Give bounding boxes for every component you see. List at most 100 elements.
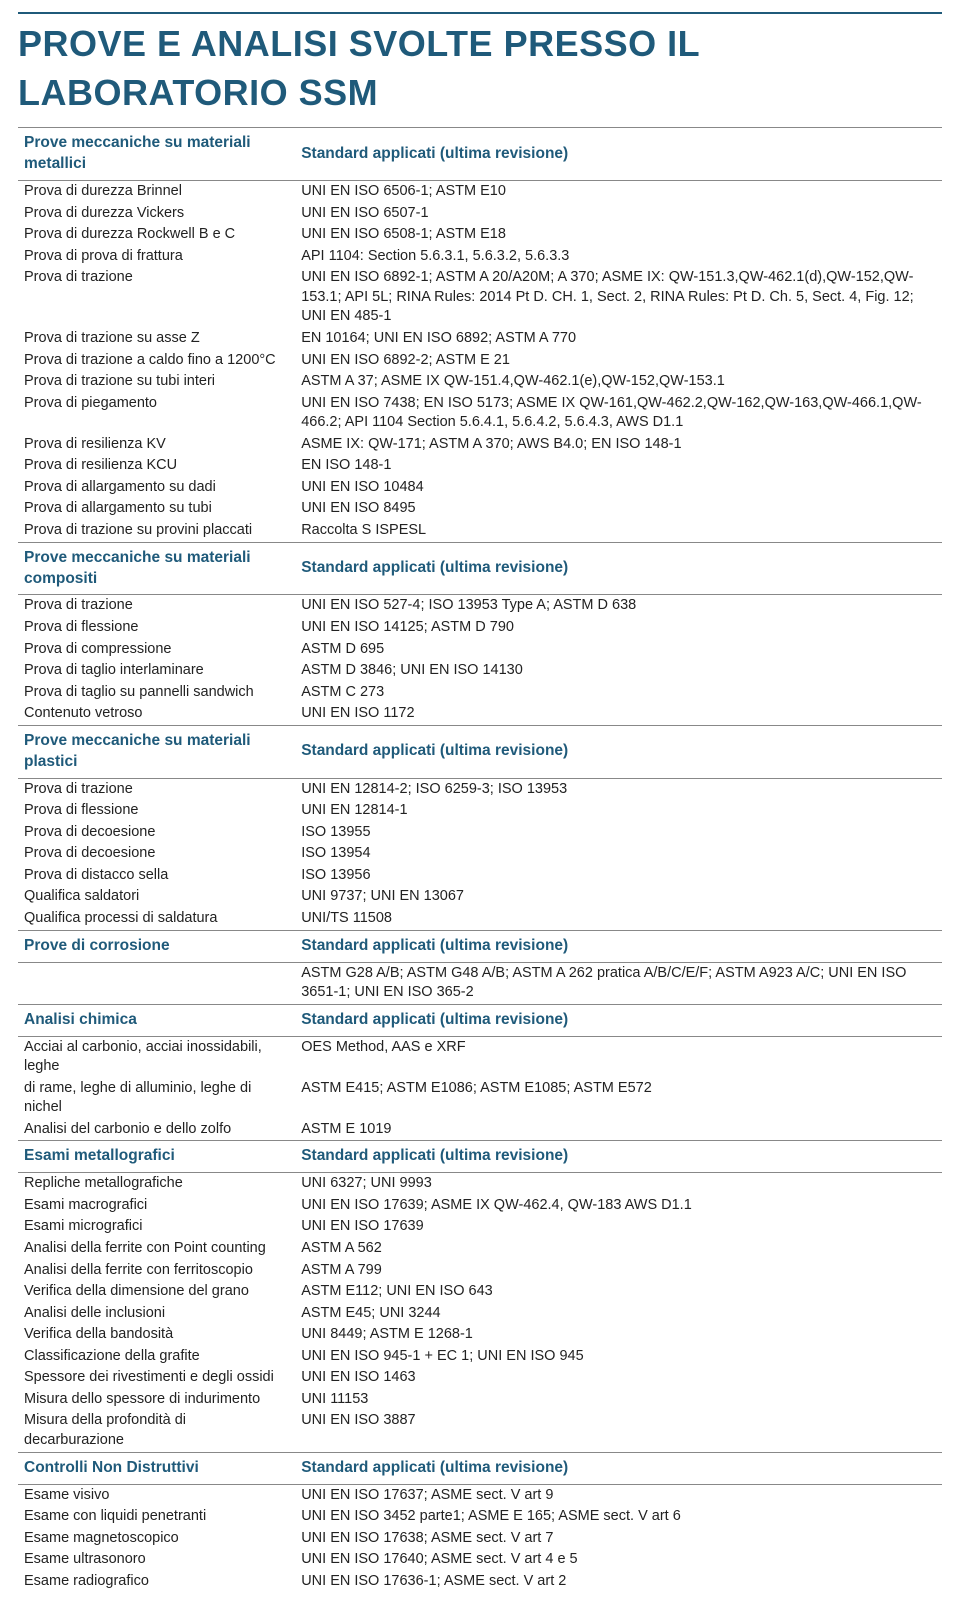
page-title: PROVE E ANALISI SVOLTE PRESSO IL LABORAT… [18,20,942,117]
section-header: Analisi chimicaStandard applicati (ultim… [18,1004,942,1036]
test-name: Esami macrografici [18,1195,295,1217]
section-title-right: Standard applicati (ultima revisione) [295,1141,942,1173]
table-row: Repliche metallograficheUNI 6327; UNI 99… [18,1173,942,1195]
table-row: Acciai al carbonio, acciai inossidabili,… [18,1036,942,1078]
standard-value: UNI EN ISO 945-1 + EC 1; UNI EN ISO 945 [295,1346,942,1368]
standard-value: UNI 9737; UNI EN 13067 [295,886,942,908]
section-title-left: Prove meccaniche su materiali plastici [18,725,295,778]
standard-value: ISO 13954 [295,843,942,865]
test-name: Prova di trazione [18,778,295,800]
table-row: Prova di taglio interlaminareASTM D 3846… [18,660,942,682]
standard-value: UNI EN ISO 14125; ASTM D 790 [295,617,942,639]
test-name: Prova di trazione [18,595,295,617]
top-rule [18,12,942,14]
standard-value: UNI EN ISO 17639; ASME IX QW-462.4, QW-1… [295,1195,942,1217]
test-name: Misura della profondità di decarburazion… [18,1410,295,1452]
test-name: Prova di trazione a caldo fino a 1200°C [18,350,295,372]
test-name: Prova di trazione su provini placcati [18,520,295,542]
table-row: Classificazione della grafiteUNI EN ISO … [18,1346,942,1368]
standard-value: ISO 13956 [295,865,942,887]
table-row: Analisi della ferrite con Point counting… [18,1238,942,1260]
table-row: Verifica della dimensione del granoASTM … [18,1281,942,1303]
table-row: Esame visivoUNI EN ISO 17637; ASME sect.… [18,1484,942,1506]
standard-value: UNI EN ISO 1172 [295,703,942,725]
table-row: Prova di trazione su tubi interiASTM A 3… [18,371,942,393]
table-row: di rame, leghe di alluminio, leghe di ni… [18,1078,942,1119]
test-name: Prova di resilienza KV [18,434,295,456]
standard-value: UNI 6327; UNI 9993 [295,1173,942,1195]
table-row: Prova di resilienza KCUEN ISO 148-1 [18,455,942,477]
table-row: Prova di trazioneUNI EN ISO 527-4; ISO 1… [18,595,942,617]
test-name: Prova di allargamento su dadi [18,477,295,499]
table-row: Prova di trazioneUNI EN 12814-2; ISO 625… [18,778,942,800]
test-name: Repliche metallografiche [18,1173,295,1195]
section-header: Prove meccaniche su materiali plasticiSt… [18,725,942,778]
section-title-right: Standard applicati (ultima revisione) [295,725,942,778]
standard-value: UNI EN ISO 10484 [295,477,942,499]
table-row: Esami micrograficiUNI EN ISO 17639 [18,1216,942,1238]
table-row: Prova di allargamento su dadiUNI EN ISO … [18,477,942,499]
standard-value: ASTM E 1019 [295,1119,942,1141]
section-title-right: Standard applicati (ultima revisione) [295,1004,942,1036]
table-row: Esame magnetoscopicoUNI EN ISO 17638; AS… [18,1528,942,1550]
test-name: Esame radiografico [18,1571,295,1593]
test-name: Prova di compressione [18,639,295,661]
standard-value: UNI EN ISO 3452 parte1; ASME E 165; ASME… [295,1506,942,1528]
table-row: Prova di distacco sellaISO 13956 [18,865,942,887]
standard-value: ASME IX: QW-171; ASTM A 370; AWS B4.0; E… [295,434,942,456]
section-header: Prove meccaniche su materiali metalliciS… [18,128,942,181]
standard-value: ASTM D 695 [295,639,942,661]
table-row: Prova di decoesioneISO 13954 [18,843,942,865]
test-name: Esame ultrasonoro [18,1549,295,1571]
standard-value: UNI 11153 [295,1389,942,1411]
table-row: Analisi della ferrite con ferritoscopioA… [18,1260,942,1282]
section-title-left: Analisi chimica [18,1004,295,1036]
test-name: Prova di flessione [18,800,295,822]
standard-value: UNI EN 12814-2; ISO 6259-3; ISO 13953 [295,778,942,800]
test-name: Contenuto vetroso [18,703,295,725]
standard-value: UNI EN ISO 17639 [295,1216,942,1238]
section-title-left: Controlli Non Distruttivi [18,1452,295,1484]
standard-value: UNI EN 12814-1 [295,800,942,822]
table-row: Prova di taglio su pannelli sandwichASTM… [18,682,942,704]
table-row: Prova di durezza Rockwell B e CUNI EN IS… [18,224,942,246]
standard-value: UNI EN ISO 6508-1; ASTM E18 [295,224,942,246]
test-name: Prova di durezza Vickers [18,203,295,225]
test-name: Esame con liquidi penetranti [18,1506,295,1528]
standard-value: UNI EN ISO 8495 [295,498,942,520]
test-name: Verifica della bandosità [18,1324,295,1346]
standard-value: ASTM D 3846; UNI EN ISO 14130 [295,660,942,682]
test-name: Prova di allargamento su tubi [18,498,295,520]
section-title-left: Prove meccaniche su materiali metallici [18,128,295,181]
table-row: Misura della profondità di decarburazion… [18,1410,942,1452]
test-name: Esame magnetoscopico [18,1528,295,1550]
table-row: Prova di trazione su provini placcatiRac… [18,520,942,542]
section-header: Prove di corrosioneStandard applicati (u… [18,930,942,962]
table-row: Esame ultrasonoroUNI EN ISO 17640; ASME … [18,1549,942,1571]
test-name: Prova di taglio su pannelli sandwich [18,682,295,704]
standard-value: UNI EN ISO 7438; EN ISO 5173; ASME IX QW… [295,393,942,434]
test-name: Misura dello spessore di indurimento [18,1389,295,1411]
table-row: Spessore dei rivestimenti e degli ossidi… [18,1367,942,1389]
table-row: Prova di resilienza KVASME IX: QW-171; A… [18,434,942,456]
section-title-left: Prove meccaniche su materiali compositi [18,542,295,595]
table-row: Prova di allargamento su tubiUNI EN ISO … [18,498,942,520]
table-row: Esami macrograficiUNI EN ISO 17639; ASME… [18,1195,942,1217]
standard-value: UNI EN ISO 17638; ASME sect. V art 7 [295,1528,942,1550]
standard-value: UNI/TS 11508 [295,908,942,930]
test-name: Esame visivo [18,1484,295,1506]
standard-value: ASTM E45; UNI 3244 [295,1303,942,1325]
test-name: Classificazione della grafite [18,1346,295,1368]
section-title-right: Standard applicati (ultima revisione) [295,1452,942,1484]
test-name: Prova di trazione [18,267,295,328]
test-name: Prova di durezza Brinnel [18,181,295,203]
standard-value: Raccolta S ISPESL [295,520,942,542]
test-name [18,962,295,1004]
standard-value: UNI EN ISO 3887 [295,1410,942,1452]
test-name: Analisi della ferrite con Point counting [18,1238,295,1260]
table-row: Prova di flessioneUNI EN ISO 14125; ASTM… [18,617,942,639]
section-title-left: Prove di corrosione [18,930,295,962]
test-name: Qualifica saldatori [18,886,295,908]
test-name: Acciai al carbonio, acciai inossidabili,… [18,1036,295,1078]
test-name: Esami micrografici [18,1216,295,1238]
